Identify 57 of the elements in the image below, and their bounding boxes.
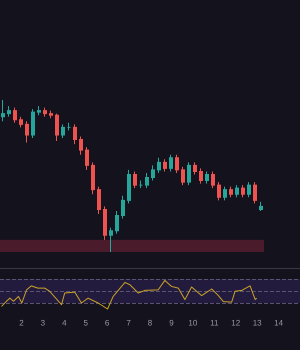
candlestick xyxy=(199,168,203,184)
x-tick-label: 7 xyxy=(126,318,132,328)
x-tick-label: 11 xyxy=(210,318,219,328)
candlestick xyxy=(127,169,131,204)
candlestick xyxy=(25,120,29,144)
x-tick-label: 8 xyxy=(148,318,153,328)
x-tick-label: 14 xyxy=(274,318,284,328)
candlestick xyxy=(259,201,263,212)
candlestick xyxy=(79,136,83,156)
candlestick xyxy=(55,113,59,142)
candlestick xyxy=(85,146,89,170)
candlestick xyxy=(241,184,245,198)
candlestick xyxy=(121,195,125,220)
candlestick xyxy=(157,157,161,174)
candlestick xyxy=(37,106,41,116)
candlestick xyxy=(139,180,143,189)
candlestick xyxy=(181,166,185,186)
candlestick xyxy=(61,124,65,138)
candlestick xyxy=(151,164,155,182)
candlestick xyxy=(169,154,173,172)
candlestick xyxy=(175,154,179,174)
candlestick xyxy=(133,170,137,189)
candlestick xyxy=(43,107,47,118)
x-tick-label: 13 xyxy=(252,318,262,328)
x-tick-label: 5 xyxy=(83,318,88,328)
x-tick-label: 12 xyxy=(231,318,241,328)
candlestick xyxy=(145,172,149,189)
candlestick xyxy=(7,106,11,118)
candlestick xyxy=(49,110,53,119)
candlestick xyxy=(229,186,233,198)
candlestick xyxy=(223,186,227,201)
candlestick xyxy=(163,158,167,172)
candlestick xyxy=(19,116,23,128)
candlestick xyxy=(247,182,251,198)
x-tick-label: 9 xyxy=(169,318,174,328)
candlestick xyxy=(73,124,77,145)
x-tick-label: 4 xyxy=(62,318,68,328)
candlestick xyxy=(193,162,197,175)
candlestick xyxy=(1,100,5,122)
candlestick xyxy=(31,108,35,138)
candlestick xyxy=(211,170,215,189)
candlestick xyxy=(253,182,257,204)
candlestick xyxy=(97,186,101,214)
x-tick-label: 3 xyxy=(40,318,46,328)
candlestick xyxy=(205,170,209,184)
x-tick-label: 10 xyxy=(188,318,198,328)
x-tick-label: 2 xyxy=(19,318,24,328)
candlestick xyxy=(115,210,119,234)
candlestick xyxy=(103,206,107,240)
candlestick xyxy=(235,184,239,198)
x-tick-label: 6 xyxy=(104,318,110,328)
candlestick xyxy=(13,107,17,124)
candlestick xyxy=(109,227,113,252)
candlestick xyxy=(187,162,191,186)
candlestick xyxy=(91,162,95,195)
candlestick xyxy=(67,122,71,131)
candlestick xyxy=(217,182,221,201)
